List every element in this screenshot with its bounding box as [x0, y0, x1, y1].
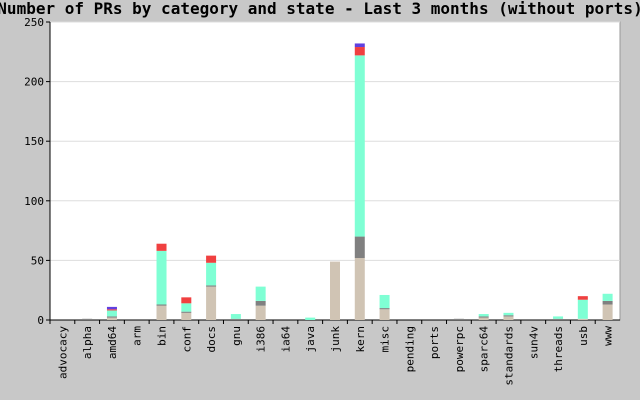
- bar-segment: [181, 311, 192, 313]
- x-tick-label: java: [304, 326, 317, 353]
- x-tick-label: kern: [354, 326, 367, 353]
- bar-segment: [503, 312, 514, 316]
- x-tick-label: usb: [577, 326, 590, 346]
- y-tick-label: 250: [24, 16, 44, 29]
- bar-segment: [503, 315, 514, 317]
- bar-segment: [478, 317, 489, 320]
- x-tick-label: docs: [205, 326, 218, 353]
- bar-segment: [379, 309, 390, 320]
- bar-segment: [156, 304, 167, 306]
- bar-segment: [230, 314, 241, 319]
- bar-segment: [230, 318, 241, 320]
- bar-segment: [354, 236, 365, 259]
- x-tick-label: arm: [131, 326, 144, 346]
- bar-segment: [255, 300, 266, 306]
- bar-segment: [602, 293, 613, 301]
- x-tick-label: ports: [428, 326, 441, 359]
- x-tick-label: pending: [403, 326, 416, 372]
- bar-segment: [255, 286, 266, 301]
- bar-segment: [330, 261, 340, 320]
- bar-segment: [206, 286, 217, 320]
- x-tick-label: i386: [255, 326, 268, 353]
- bar-segment: [181, 303, 192, 312]
- x-tick-label: powerpc: [453, 326, 466, 372]
- bar-segment: [82, 318, 93, 320]
- bar-segment: [206, 262, 217, 286]
- bar-segment: [379, 294, 390, 309]
- y-tick-label: 50: [31, 254, 44, 267]
- bar-segment: [156, 305, 167, 320]
- bar-segment: [553, 316, 564, 319]
- bar-segment: [553, 318, 564, 320]
- x-tick-label: sparc64: [478, 326, 491, 373]
- x-tick-label: bin: [156, 326, 169, 346]
- bar-segment: [106, 309, 117, 311]
- bar-segment: [453, 318, 464, 320]
- x-tick-label: junk: [329, 326, 342, 353]
- y-tick-label: 100: [24, 195, 44, 208]
- bar-segment: [503, 316, 514, 320]
- bar-segment: [106, 317, 117, 320]
- y-tick-label: 0: [37, 314, 44, 327]
- bar-segment: [354, 47, 365, 56]
- y-tick-label: 200: [24, 76, 44, 89]
- x-tick-label: www: [602, 326, 615, 346]
- bar-segment: [354, 55, 365, 237]
- bar-segment: [354, 258, 365, 320]
- bar-segment: [305, 317, 316, 320]
- x-tick-label: standards: [502, 326, 515, 386]
- bar-segment: [577, 299, 588, 319]
- x-tick-label: alpha: [81, 326, 94, 359]
- bar-segment: [478, 314, 489, 317]
- bar-segment: [206, 255, 217, 263]
- bar-segment: [181, 297, 192, 304]
- bar-segment: [354, 43, 365, 48]
- x-tick-label: conf: [180, 326, 193, 353]
- bar-segment: [206, 285, 217, 287]
- bar-segment: [602, 300, 613, 305]
- bar-segment: [156, 243, 167, 251]
- y-tick-label: 150: [24, 135, 44, 148]
- bar-segment: [181, 312, 192, 320]
- chart-title: Number of PRs by category and state - La…: [0, 0, 640, 18]
- x-tick-label: sun4v: [527, 326, 540, 359]
- bar-segment: [478, 316, 489, 318]
- bar-segment: [577, 318, 588, 320]
- bar-segment: [156, 250, 167, 305]
- bar-segment: [602, 304, 613, 320]
- x-tick-label: misc: [379, 326, 392, 353]
- x-tick-label: amd64: [106, 326, 119, 359]
- bar-segment: [577, 296, 588, 300]
- bar-segment: [106, 310, 117, 317]
- bar-segment: [379, 308, 390, 310]
- bar-segment: [255, 305, 266, 320]
- bar-segment: [106, 316, 117, 318]
- x-tick-label: ia64: [279, 326, 292, 353]
- x-tick-label: gnu: [230, 326, 243, 346]
- x-tick-label: advocacy: [56, 326, 69, 379]
- bar-segment: [106, 306, 117, 310]
- x-tick-label: threads: [552, 326, 565, 372]
